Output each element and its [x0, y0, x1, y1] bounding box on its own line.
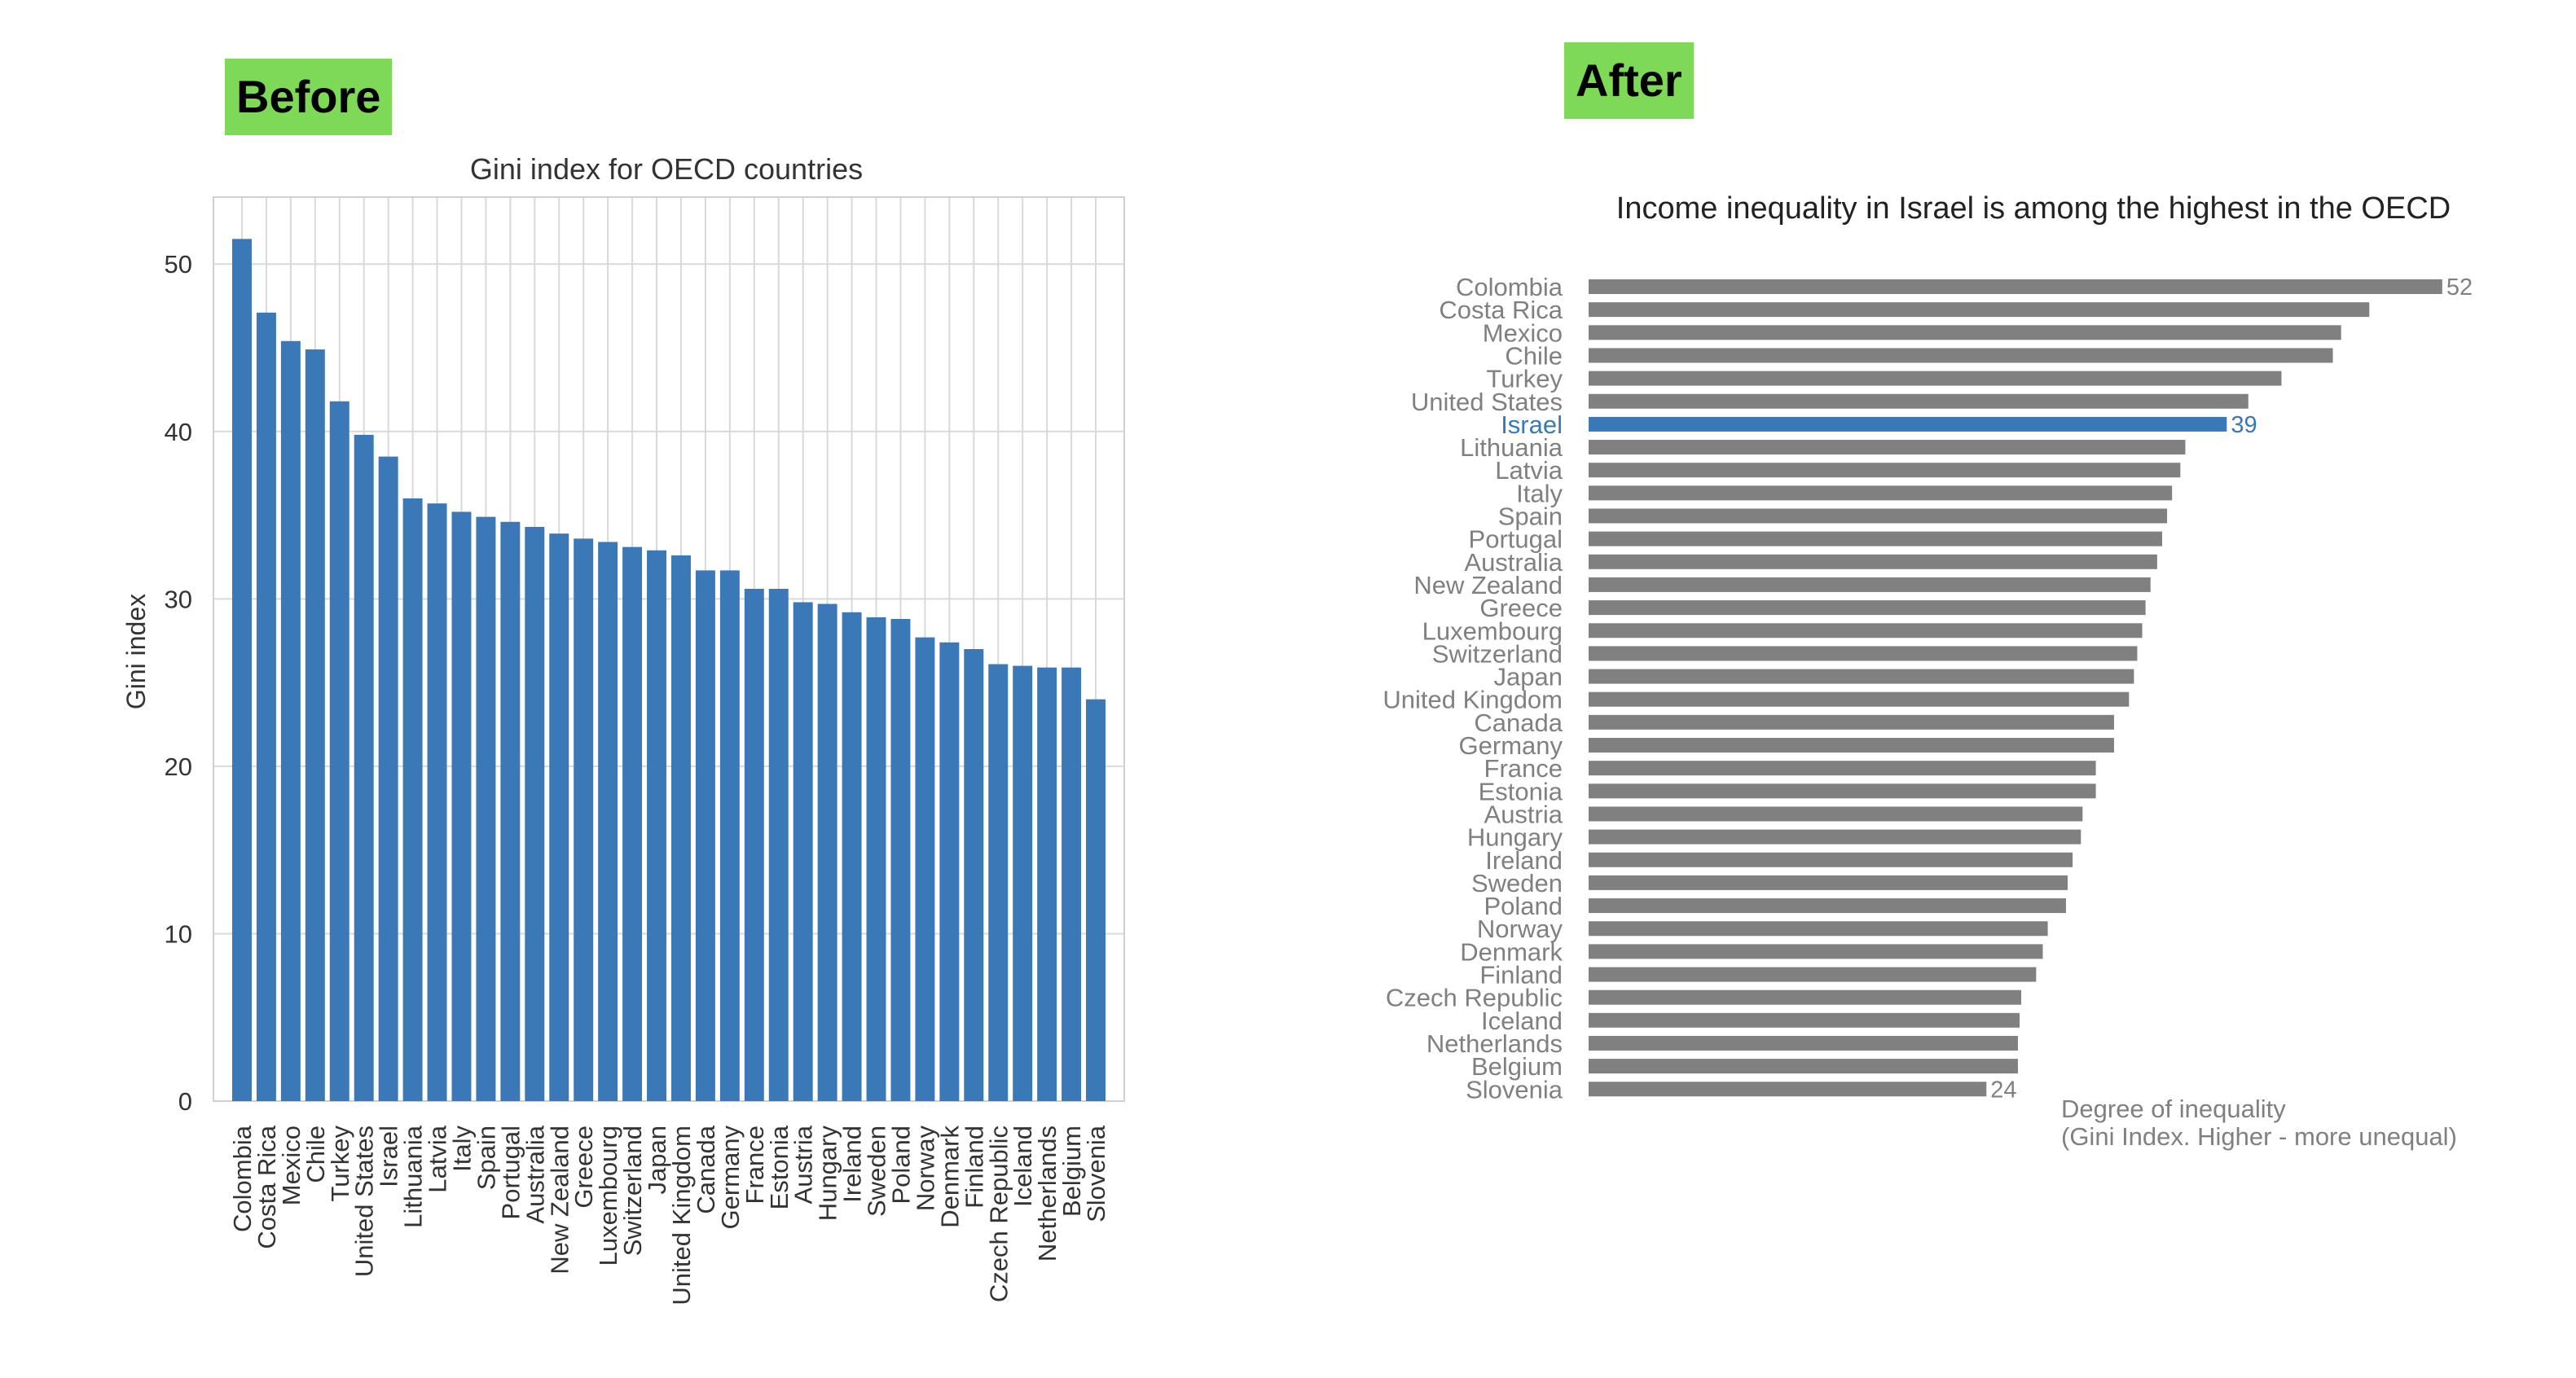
bar: [988, 664, 1009, 1101]
y-tick-label: 50: [165, 250, 192, 279]
bar: [305, 349, 325, 1101]
bar: [280, 340, 301, 1101]
x-tick-label: Czech Republic: [984, 1126, 1013, 1302]
bar: [1086, 699, 1106, 1101]
x-tick-label: Denmark: [935, 1126, 964, 1228]
bar: [574, 538, 594, 1101]
x-tick-label: Belgium: [1057, 1126, 1086, 1217]
x-tick-label: Israel: [375, 1126, 403, 1187]
chart-title: Gini index for OECD countries: [470, 152, 863, 186]
bar: [1062, 667, 1082, 1101]
x-tick-label: Spain: [472, 1126, 500, 1190]
y-tick-label: 10: [165, 919, 192, 948]
bar: [329, 401, 349, 1101]
x-tick-label: Hungary: [814, 1126, 842, 1222]
x-tick-label: Poland: [886, 1126, 915, 1205]
plot-frame: [213, 196, 1125, 1102]
x-tick-label: Ireland: [838, 1126, 867, 1203]
x-tick-label: Finland: [960, 1126, 988, 1209]
x-tick-label: Norway: [911, 1126, 939, 1212]
x-tick-label: Luxembourg: [594, 1126, 622, 1266]
bar: [768, 589, 789, 1101]
x-tick-label: Turkey: [326, 1126, 354, 1202]
x-tick-label: Japan: [643, 1126, 671, 1194]
bar: [451, 511, 472, 1101]
bar: [890, 619, 911, 1101]
bar: [939, 642, 960, 1101]
bar: [719, 570, 740, 1101]
bar: [598, 542, 618, 1101]
x-tick-label: Italy: [447, 1126, 476, 1172]
y-tick-label: 40: [165, 418, 192, 446]
bar: [842, 612, 862, 1101]
x-tick-label: France: [741, 1126, 769, 1204]
bar: [476, 516, 496, 1101]
bar: [964, 649, 984, 1101]
bars: [231, 239, 1106, 1101]
x-tick-label: Slovenia: [1082, 1125, 1110, 1222]
x-tick-label: Switzerland: [618, 1126, 647, 1256]
x-tick-label: Latvia: [424, 1125, 452, 1192]
after-label: After: [1564, 42, 1694, 119]
y-tick-label: 0: [178, 1087, 192, 1116]
bar: [1013, 665, 1033, 1101]
before-label: Before: [225, 59, 393, 135]
bar: [793, 602, 813, 1101]
x-tick-label: Sweden: [863, 1126, 891, 1217]
x-tick-label: Austria: [789, 1125, 818, 1204]
bar: [670, 555, 691, 1101]
bar: [354, 434, 374, 1101]
bar: [525, 526, 545, 1101]
bar: [1037, 667, 1057, 1101]
bar: [817, 603, 837, 1101]
x-tick-label: Mexico: [277, 1126, 306, 1205]
bar: [427, 503, 447, 1101]
x-tick-label: Netherlands: [1033, 1126, 1062, 1262]
x-tick-label: Australia: [521, 1125, 549, 1223]
x-tick-label: Estonia: [765, 1125, 793, 1209]
bar: [402, 498, 423, 1101]
bar: [231, 239, 252, 1101]
bar: [378, 456, 398, 1101]
bar: [866, 617, 886, 1101]
bar: [744, 589, 764, 1101]
y-tick-label: 30: [165, 585, 192, 613]
x-tick-label: United States: [350, 1126, 379, 1277]
grid-lines: [213, 197, 1124, 1102]
x-tick-label: Iceland: [1009, 1126, 1037, 1207]
x-tick-label: Canada: [692, 1125, 720, 1213]
x-tick-label: Costa Rica: [253, 1125, 281, 1249]
x-tick-label: Portugal: [496, 1126, 525, 1219]
x-tick-label: Germany: [716, 1126, 745, 1230]
x-tick-label: New Zealand: [545, 1126, 574, 1275]
x-tick-label: United Kingdom: [667, 1126, 696, 1306]
x-tick-label: Chile: [301, 1126, 330, 1183]
y-tick-label: 20: [165, 753, 192, 781]
bar: [256, 312, 276, 1101]
x-tick-label: Greece: [569, 1126, 598, 1209]
x-tick-label: Lithuania: [399, 1125, 428, 1228]
bar: [915, 637, 935, 1101]
bar: [695, 570, 715, 1101]
bar: [549, 533, 569, 1101]
bar: [647, 550, 667, 1101]
x-tick-label: Colombia: [228, 1125, 257, 1232]
bar: [500, 521, 521, 1101]
bar: [622, 546, 643, 1101]
y-axis-label: Gini index: [121, 594, 151, 709]
